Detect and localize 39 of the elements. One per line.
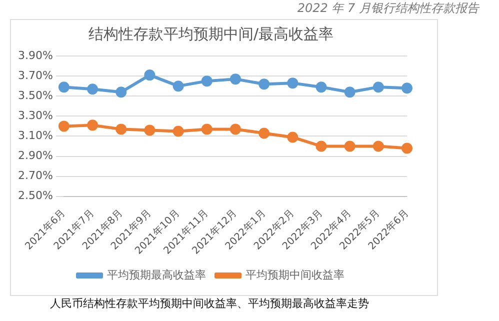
point xyxy=(201,124,212,135)
point xyxy=(172,126,184,137)
point xyxy=(372,140,384,152)
point xyxy=(344,140,356,152)
point xyxy=(230,124,241,135)
y-tick-label: 3.10% xyxy=(18,129,53,142)
point xyxy=(372,82,384,93)
y-tick-label: 3.70% xyxy=(18,68,53,82)
point xyxy=(287,132,298,143)
text: 人民币结构性存款平均预期中间收益率、平均预期最高收益率走势 xyxy=(50,296,369,311)
point xyxy=(116,86,127,98)
point xyxy=(87,84,98,95)
y-tick-label: 2.50% xyxy=(18,189,53,202)
y-tick-label: 2.70% xyxy=(18,169,53,182)
point xyxy=(402,142,412,154)
text: 2022 年 7 月银行结构性存款报告 xyxy=(297,0,479,17)
point xyxy=(144,70,156,81)
point xyxy=(316,82,327,93)
point xyxy=(172,80,184,92)
point xyxy=(344,86,356,98)
point xyxy=(201,76,212,87)
point xyxy=(87,120,98,131)
y-tick-label: 2.90% xyxy=(18,149,53,162)
chart-title: 结构性存款平均预期中间/最高收益率 xyxy=(88,24,334,43)
point xyxy=(58,82,70,93)
y-tick-label: 3.50% xyxy=(18,88,53,102)
point xyxy=(116,124,127,135)
point xyxy=(258,128,270,139)
point xyxy=(287,78,298,89)
point xyxy=(58,120,70,132)
point xyxy=(316,140,327,152)
point xyxy=(144,124,156,136)
y-tick-label: 3.90% xyxy=(18,48,53,62)
y-tick-label: 3.30% xyxy=(18,109,53,122)
legend-label: 平均预期最高收益率 xyxy=(107,268,206,282)
point xyxy=(258,78,270,90)
point xyxy=(402,82,412,94)
legend-label: 平均预期中间收益率 xyxy=(246,268,344,282)
point xyxy=(230,74,241,85)
